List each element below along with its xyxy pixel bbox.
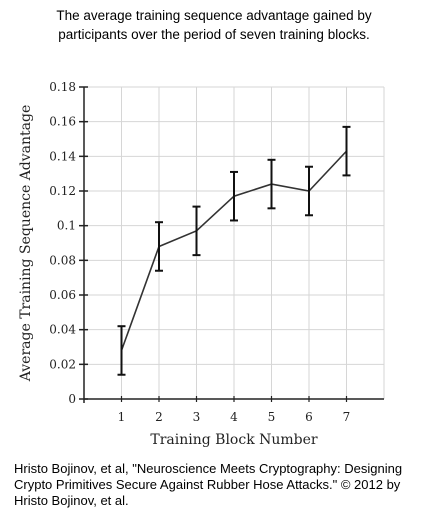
y-tick-label: 0.14 <box>49 149 76 163</box>
source-caption: Hristo Bojinov, et al, "Neuroscience Mee… <box>14 461 403 508</box>
chart-title-line-2: participants over the period of seven tr… <box>58 27 370 42</box>
grid-lines <box>84 86 385 399</box>
y-tick-label: 0.16 <box>49 115 76 129</box>
y-tick-label: 0.04 <box>49 323 76 337</box>
y-tick-label: 0.18 <box>49 80 76 94</box>
x-axis-label: Training Block Number <box>150 432 318 448</box>
x-tick-label: 6 <box>305 410 313 424</box>
x-tick-label: 3 <box>193 410 201 424</box>
y-tick-label: 0.06 <box>49 288 76 302</box>
y-tick-label: 0.12 <box>49 184 76 198</box>
error-bar <box>342 125 351 177</box>
x-tick-label: 1 <box>118 410 126 424</box>
error-bar <box>267 158 276 210</box>
tick-labels: 0 0.02 0.04 0.06 0.08 0.1 0.12 0.14 0.16 0.18 1 2 3 4… <box>49 80 350 424</box>
x-tick-label: 2 <box>155 410 163 424</box>
y-tick-label: 0.02 <box>49 357 76 371</box>
axes <box>79 86 384 403</box>
error-bar <box>192 205 201 257</box>
y-tick-label: 0.08 <box>49 253 76 267</box>
series <box>117 125 351 376</box>
y-tick-label: 0 <box>68 392 76 406</box>
error-bar <box>230 170 238 222</box>
x-tick-label: 5 <box>268 410 276 424</box>
line-chart: 0 0.02 0.04 0.06 0.08 0.1 0.12 0.14 0.16 0.18 1 2 3 4… <box>18 80 385 448</box>
x-tick-label: 7 <box>343 410 351 424</box>
error-bar <box>305 165 313 217</box>
chart-title-line-1: The average training sequence advantage … <box>56 8 372 23</box>
error-bar <box>117 325 126 376</box>
x-tick-label: 4 <box>230 410 238 424</box>
y-tick-label: 0.1 <box>57 219 76 233</box>
y-axis-label: Average Training Sequence Advantage <box>18 105 34 383</box>
chart-title: The average training sequence advantage … <box>0 6 428 44</box>
error-bar <box>155 221 163 272</box>
